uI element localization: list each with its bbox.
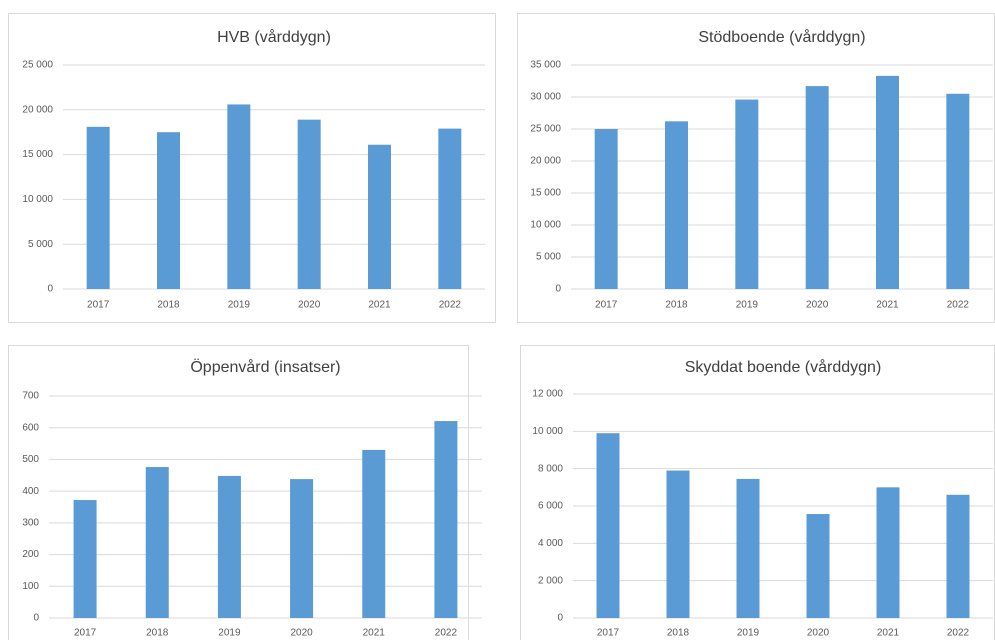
x-tick-label: 2019 bbox=[737, 628, 760, 639]
y-tick-label: 5 000 bbox=[28, 239, 53, 250]
x-tick-label: 2022 bbox=[439, 300, 462, 311]
bar bbox=[368, 144, 391, 289]
bar bbox=[946, 494, 970, 618]
y-tick-label: 600 bbox=[22, 422, 39, 433]
bar bbox=[227, 104, 251, 289]
y-tick-label: 0 bbox=[557, 613, 563, 624]
bar bbox=[946, 93, 970, 289]
y-tick-label: 700 bbox=[22, 391, 39, 402]
x-tick-label: 2018 bbox=[667, 628, 690, 639]
bar bbox=[434, 421, 458, 618]
x-tick-label: 2018 bbox=[146, 628, 169, 639]
chart-title: Öppenvård (insatser) bbox=[190, 358, 340, 376]
bar bbox=[876, 75, 899, 289]
y-tick-label: 0 bbox=[33, 613, 39, 624]
x-tick-label: 2021 bbox=[877, 628, 900, 639]
x-tick-label: 2019 bbox=[736, 300, 759, 311]
bar bbox=[290, 479, 314, 618]
y-tick-label: 5 000 bbox=[536, 252, 561, 263]
bar bbox=[805, 86, 829, 290]
x-tick-label: 2017 bbox=[595, 300, 618, 311]
x-tick-label: 2021 bbox=[368, 300, 391, 311]
bar bbox=[596, 433, 620, 618]
y-tick-label: 200 bbox=[22, 549, 39, 560]
x-tick-label: 2019 bbox=[218, 628, 241, 639]
bar bbox=[666, 470, 690, 618]
y-tick-label: 300 bbox=[22, 517, 39, 528]
bar bbox=[806, 514, 830, 618]
x-tick-label: 2020 bbox=[298, 300, 321, 311]
x-tick-label: 2018 bbox=[157, 300, 180, 311]
x-tick-label: 2020 bbox=[806, 300, 829, 311]
bar bbox=[86, 126, 110, 289]
bar bbox=[297, 119, 321, 289]
x-tick-label: 2020 bbox=[807, 628, 830, 639]
y-tick-label: 35 000 bbox=[530, 60, 561, 71]
y-tick-label: 400 bbox=[22, 486, 39, 497]
x-tick-label: 2017 bbox=[74, 628, 97, 639]
x-tick-label: 2022 bbox=[947, 300, 970, 311]
x-tick-label: 2022 bbox=[435, 628, 458, 639]
x-tick-label: 2019 bbox=[228, 300, 251, 311]
chart-title: HVB (vårddygn) bbox=[217, 28, 331, 46]
y-tick-label: 0 bbox=[555, 284, 561, 295]
y-tick-label: 15 000 bbox=[530, 188, 561, 199]
y-tick-label: 30 000 bbox=[530, 92, 561, 103]
bar bbox=[876, 487, 900, 618]
bar bbox=[665, 121, 688, 289]
bar bbox=[157, 132, 180, 289]
bar bbox=[73, 500, 97, 618]
chart-frame bbox=[8, 13, 496, 323]
y-tick-label: 10 000 bbox=[22, 194, 53, 205]
bar bbox=[438, 128, 462, 289]
x-tick-label: 2022 bbox=[947, 628, 970, 639]
bar bbox=[145, 467, 169, 618]
x-tick-label: 2021 bbox=[363, 628, 386, 639]
y-tick-label: 10 000 bbox=[530, 220, 561, 231]
y-tick-label: 0 bbox=[47, 284, 53, 295]
chart-title: Stödboende (vårddygn) bbox=[698, 28, 865, 46]
x-tick-label: 2021 bbox=[876, 300, 899, 311]
y-tick-label: 25 000 bbox=[530, 124, 561, 135]
y-tick-label: 100 bbox=[22, 581, 39, 592]
x-tick-label: 2017 bbox=[597, 628, 620, 639]
y-tick-label: 25 000 bbox=[22, 60, 53, 71]
x-tick-label: 2018 bbox=[665, 300, 688, 311]
bar bbox=[735, 99, 759, 289]
bar bbox=[594, 129, 618, 289]
y-tick-label: 20 000 bbox=[22, 104, 53, 115]
bar bbox=[736, 478, 760, 618]
chart-title: Skyddat boende (vårddygn) bbox=[685, 358, 882, 376]
y-tick-label: 4 000 bbox=[538, 538, 563, 549]
y-tick-label: 8 000 bbox=[538, 463, 563, 474]
y-tick-label: 500 bbox=[22, 454, 39, 465]
x-tick-label: 2020 bbox=[290, 628, 313, 639]
bar bbox=[217, 475, 241, 618]
bar bbox=[362, 449, 386, 618]
y-tick-label: 20 000 bbox=[530, 156, 561, 167]
x-tick-label: 2017 bbox=[87, 300, 110, 311]
y-tick-label: 15 000 bbox=[22, 149, 53, 160]
y-tick-label: 12 000 bbox=[532, 389, 563, 400]
y-tick-label: 6 000 bbox=[538, 501, 563, 512]
y-tick-label: 10 000 bbox=[532, 426, 563, 437]
y-tick-label: 2 000 bbox=[538, 575, 563, 586]
